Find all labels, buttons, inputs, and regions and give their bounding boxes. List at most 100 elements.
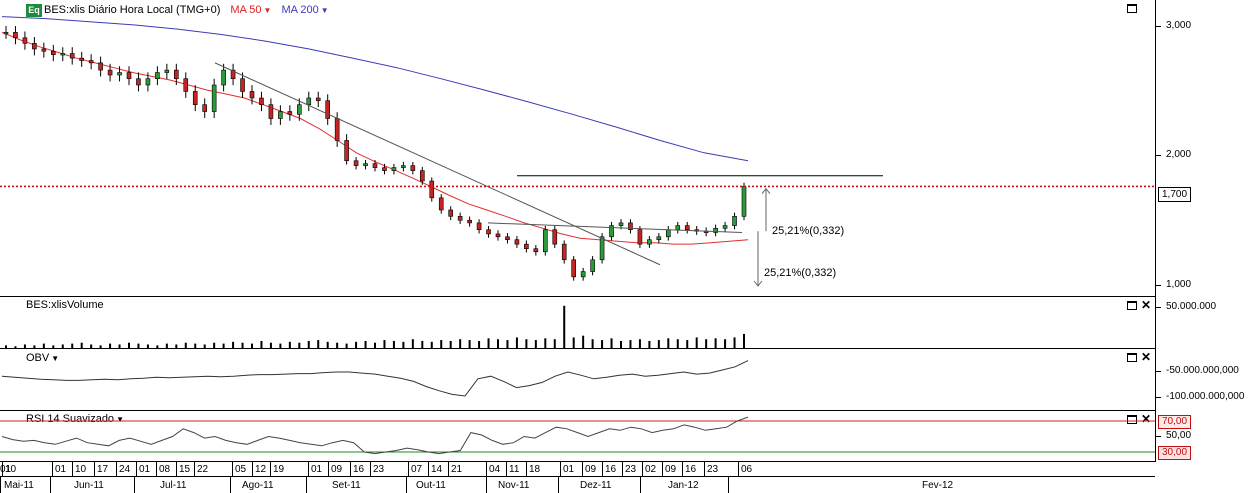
month-tick: Fev-12 <box>922 480 954 491</box>
volume-bar <box>203 344 206 348</box>
price-y-axis[interactable]: 3,000 2,000 1,000 <box>1155 0 1254 297</box>
time-axis[interactable]: 10 01 10 17 24 01 08 15 22 05 12 19 01 09 16 23 07 14 21 04… <box>0 462 1254 493</box>
candle <box>192 91 198 105</box>
maximize-icon[interactable] <box>1127 301 1137 310</box>
day-tick: 08 <box>159 464 171 475</box>
price-title[interactable]: BES:xlis Diário Hora Local (TMG+0) <box>44 4 221 16</box>
day-divider <box>328 462 329 477</box>
day-divider <box>582 462 583 477</box>
month-divider <box>306 477 307 493</box>
candle <box>297 104 302 115</box>
volume-bar <box>667 338 670 348</box>
day-tick: 11 <box>509 464 520 475</box>
volume-bar <box>411 339 414 348</box>
day-divider <box>408 462 409 477</box>
volume-bar <box>251 343 253 348</box>
ma50-label[interactable]: MA 50 ▼ <box>230 4 272 16</box>
volume-bar <box>364 340 367 348</box>
maximize-icon[interactable] <box>1127 4 1137 13</box>
candle <box>571 259 576 278</box>
rsi-title[interactable]: RSI 14 Suavizado ▼ <box>26 413 124 425</box>
candle <box>448 209 453 217</box>
close-icon[interactable]: ✕ <box>1141 298 1152 312</box>
month-tick: Jul-11 <box>160 480 187 491</box>
rsi-line <box>1 416 749 455</box>
chevron-down-icon[interactable]: ▼ <box>51 354 60 363</box>
volume-title[interactable]: BES:xlisVolume <box>26 299 104 311</box>
volume-bar <box>468 340 471 348</box>
volume-bar <box>383 340 386 348</box>
trendline-down <box>214 62 661 266</box>
volume-bar <box>610 338 613 348</box>
obv-line <box>1 360 749 397</box>
volume-bar <box>648 340 651 348</box>
volume-bar <box>430 341 433 348</box>
chevron-down-icon[interactable]: ▼ <box>116 415 124 424</box>
candle <box>476 222 482 231</box>
month-tick: Jan-12 <box>668 480 699 491</box>
month-tick: Out-11 <box>416 480 446 491</box>
month-tick: Mai-11 <box>4 480 34 491</box>
close-icon[interactable]: ✕ <box>1141 350 1152 364</box>
candle <box>675 225 681 231</box>
maximize-icon[interactable] <box>1127 415 1137 424</box>
candle <box>410 165 416 171</box>
volume-bar <box>146 344 149 348</box>
candle <box>363 163 368 166</box>
day-divider <box>738 462 739 477</box>
candle <box>287 111 293 115</box>
candle <box>230 69 236 80</box>
candle <box>202 104 207 112</box>
month-divider <box>50 477 51 493</box>
volume-bar <box>449 340 452 348</box>
volume-bar <box>392 340 395 348</box>
day-tick: 16 <box>685 464 697 475</box>
obv-pane[interactable]: OBV ▼ ✕ <box>0 349 1155 411</box>
volume-bar <box>14 346 17 348</box>
chevron-down-icon[interactable]: ▼ <box>263 6 272 15</box>
candle <box>117 72 122 76</box>
day-divider <box>94 462 95 477</box>
volume-bar <box>326 341 329 348</box>
volume-bar <box>52 345 55 348</box>
volume-bar <box>743 333 745 348</box>
candle <box>618 222 624 226</box>
volume-pane[interactable]: BES:xlisVolume ✕ <box>0 297 1155 349</box>
candle <box>420 170 425 182</box>
volume-bar <box>487 338 490 348</box>
day-tick: 10 <box>75 464 87 475</box>
day-tick: 02 <box>645 464 657 475</box>
candle <box>60 53 66 56</box>
maximize-icon[interactable] <box>1127 353 1137 362</box>
candle <box>69 53 75 59</box>
candle <box>136 78 141 86</box>
volume-bar <box>629 340 632 348</box>
candle <box>457 216 463 221</box>
candle <box>98 62 103 71</box>
volume-bar <box>307 340 310 348</box>
day-divider <box>156 462 157 477</box>
day-tick: 17 <box>97 464 109 475</box>
y-tick-3000: 3,000 <box>1155 20 1192 31</box>
rsi-pane[interactable]: RSI 14 Suavizado ▼ ✕ <box>0 411 1155 462</box>
candle <box>268 104 274 119</box>
candle <box>391 167 397 171</box>
volume-bar <box>515 337 518 348</box>
day-divider <box>136 462 137 477</box>
close-icon[interactable]: ✕ <box>1141 412 1152 426</box>
ma200-label[interactable]: MA 200 ▼ <box>281 4 329 16</box>
day-divider <box>662 462 663 477</box>
day-tick: 23 <box>707 464 719 475</box>
volume-bar <box>23 344 26 348</box>
candle <box>325 100 330 119</box>
obv-title[interactable]: OBV ▼ <box>26 352 60 364</box>
day-divider <box>252 462 253 477</box>
candle <box>561 243 567 261</box>
volume-bar <box>260 340 263 348</box>
volume-bar <box>497 339 499 348</box>
day-divider <box>2 462 3 477</box>
chevron-down-icon[interactable]: ▼ <box>320 6 329 15</box>
volume-bar <box>355 341 358 348</box>
volume-bar <box>402 341 405 348</box>
price-pane[interactable]: Eq BES:xlis Diário Hora Local (TMG+0) MA… <box>0 0 1155 297</box>
